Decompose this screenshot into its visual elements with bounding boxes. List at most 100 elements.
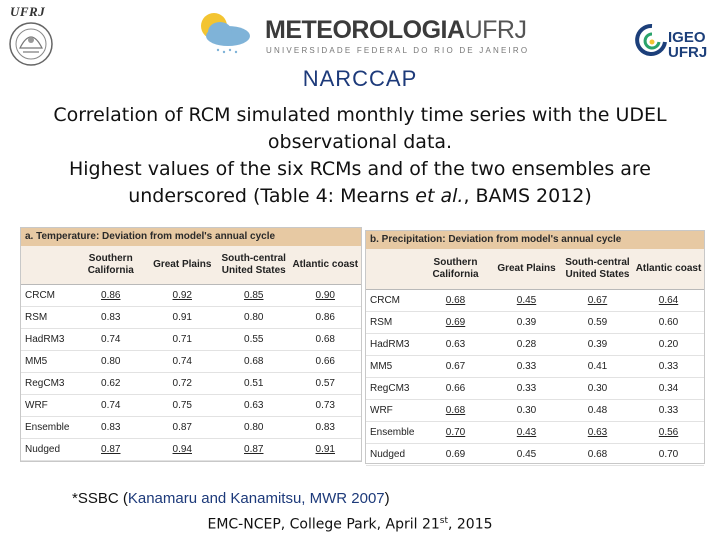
model-name-cell: Nudged (366, 443, 420, 466)
ufrj-seal-icon (9, 22, 53, 66)
value-cell: 0.59 (562, 311, 633, 334)
value-cell: 0.92 (146, 284, 218, 307)
value-cell: 0.41 (562, 355, 633, 378)
ssbc-note: *SSBC (Kanamaru and Kanamitsu, MWR 2007) (72, 490, 390, 507)
value-cell: 0.71 (146, 328, 218, 351)
value-cell: 0.20 (633, 333, 704, 356)
model-name-cell: RSM (366, 311, 420, 334)
column-header: South-central United States (562, 249, 633, 290)
precipitation-table: b. Precipitation: Deviation from model's… (365, 230, 705, 466)
value-cell: 0.28 (491, 333, 562, 356)
table-row: HadRM3 0.74 0.71 0.55 0.68 (21, 328, 361, 351)
model-name-cell: RSM (21, 306, 75, 329)
value-cell: 0.64 (633, 289, 704, 312)
precipitation-table-grid: Southern California Great Plains South-cen… (366, 249, 704, 466)
ssbc-reference: Kanamaru and Kanamitsu, MWR 2007 (127, 490, 385, 507)
value-cell: 0.66 (289, 350, 361, 373)
table-row: RSM 0.69 0.39 0.59 0.60 (366, 311, 704, 334)
value-cell: 0.67 (562, 289, 633, 312)
value-cell: 0.39 (491, 311, 562, 334)
ufrj-logo-text: UFRJ (10, 4, 46, 19)
table-row: RegCM3 0.62 0.72 0.51 0.57 (21, 372, 361, 395)
table-row: HadRM3 0.63 0.28 0.39 0.20 (366, 333, 704, 356)
value-cell: 0.33 (633, 399, 704, 422)
value-cell: 0.83 (289, 416, 361, 439)
value-cell: 0.83 (75, 306, 147, 329)
meteorologia-logo: METEOROLOGIAUFRJ UNIVERSIDADE FEDERAL DO… (190, 8, 530, 58)
value-cell: 0.55 (218, 328, 290, 351)
table-row: Ensemble 0.70 0.43 0.63 0.56 (366, 421, 704, 444)
value-cell: 0.62 (75, 372, 147, 395)
value-cell: 0.68 (420, 399, 491, 422)
value-cell: 0.91 (289, 438, 361, 461)
table-row: CRCM 0.68 0.45 0.67 0.64 (366, 289, 704, 312)
value-cell: 0.39 (562, 333, 633, 356)
model-name-cell: WRF (366, 399, 420, 422)
table-row: MM5 0.67 0.33 0.41 0.33 (366, 355, 704, 378)
column-header: Southern California (420, 249, 491, 290)
value-cell: 0.90 (289, 284, 361, 307)
model-name-cell: CRCM (21, 284, 75, 307)
column-header: Atlantic coast (289, 246, 361, 285)
table-row: RSM 0.83 0.91 0.80 0.86 (21, 306, 361, 329)
slide-title: NARCCAP (302, 66, 418, 91)
model-name-cell: HadRM3 (21, 328, 75, 351)
value-cell: 0.66 (420, 377, 491, 400)
value-cell: 0.60 (633, 311, 704, 334)
ufrj-logo: UFRJ (6, 4, 56, 68)
value-cell: 0.74 (146, 350, 218, 373)
slide-subtitle: Correlation of RCM simulated monthly tim… (53, 104, 667, 207)
value-cell: 0.85 (218, 284, 290, 307)
model-name-cell: Nudged (21, 438, 75, 461)
value-cell: 0.69 (420, 311, 491, 334)
value-cell: 0.86 (289, 306, 361, 329)
table-row: Nudged 0.87 0.94 0.87 0.91 (21, 438, 361, 461)
model-name-cell: Ensemble (366, 421, 420, 444)
column-header: Southern California (75, 246, 147, 285)
footer-text: EMC-NCEP, College Park, April 21st, 2015 (207, 516, 493, 533)
value-cell: 0.45 (491, 289, 562, 312)
table-row: CRCM 0.86 0.92 0.85 0.90 (21, 284, 361, 307)
value-cell: 0.86 (75, 284, 147, 307)
value-cell: 0.73 (289, 394, 361, 417)
value-cell: 0.63 (420, 333, 491, 356)
model-name-cell: HadRM3 (366, 333, 420, 356)
table-row: RegCM3 0.66 0.33 0.30 0.34 (366, 377, 704, 400)
value-cell: 0.30 (562, 377, 633, 400)
value-cell: 0.80 (218, 306, 290, 329)
value-cell: 0.51 (218, 372, 290, 395)
value-cell: 0.74 (75, 328, 147, 351)
temperature-table-caption: a. Temperature: Deviation from model's a… (21, 228, 361, 246)
precipitation-table-caption: b. Precipitation: Deviation from model's… (366, 231, 704, 249)
table-row: Nudged 0.69 0.45 0.68 0.70 (366, 443, 704, 466)
column-header: Great Plains (491, 249, 562, 290)
value-cell: 0.63 (218, 394, 290, 417)
temperature-table-grid: Southern California Great Plains South-cen… (21, 246, 361, 461)
value-cell: 0.63 (562, 421, 633, 444)
temperature-table: a. Temperature: Deviation from model's a… (20, 227, 362, 462)
column-header (21, 246, 75, 285)
model-name-cell: WRF (21, 394, 75, 417)
value-cell: 0.94 (146, 438, 218, 461)
table-row: Ensemble 0.83 0.87 0.80 0.83 (21, 416, 361, 439)
model-name-cell: MM5 (21, 350, 75, 373)
table-row: WRF 0.74 0.75 0.63 0.73 (21, 394, 361, 417)
value-cell: 0.33 (491, 377, 562, 400)
value-cell: 0.74 (75, 394, 147, 417)
value-cell: 0.70 (633, 443, 704, 466)
model-name-cell: MM5 (366, 355, 420, 378)
igeo-swirl-icon (635, 23, 667, 56)
value-cell: 0.80 (218, 416, 290, 439)
value-cell: 0.45 (491, 443, 562, 466)
value-cell: 0.43 (491, 421, 562, 444)
column-header: South-central United States (218, 246, 290, 285)
value-cell: 0.75 (146, 394, 218, 417)
value-cell: 0.83 (75, 416, 147, 439)
value-cell: 0.72 (146, 372, 218, 395)
column-header: Great Plains (146, 246, 218, 285)
value-cell: 0.87 (218, 438, 290, 461)
value-cell: 0.56 (633, 421, 704, 444)
value-cell: 0.87 (146, 416, 218, 439)
model-name-cell: CRCM (366, 289, 420, 312)
meteorologia-logo-title: METEOROLOGIAUFRJ (265, 16, 527, 44)
